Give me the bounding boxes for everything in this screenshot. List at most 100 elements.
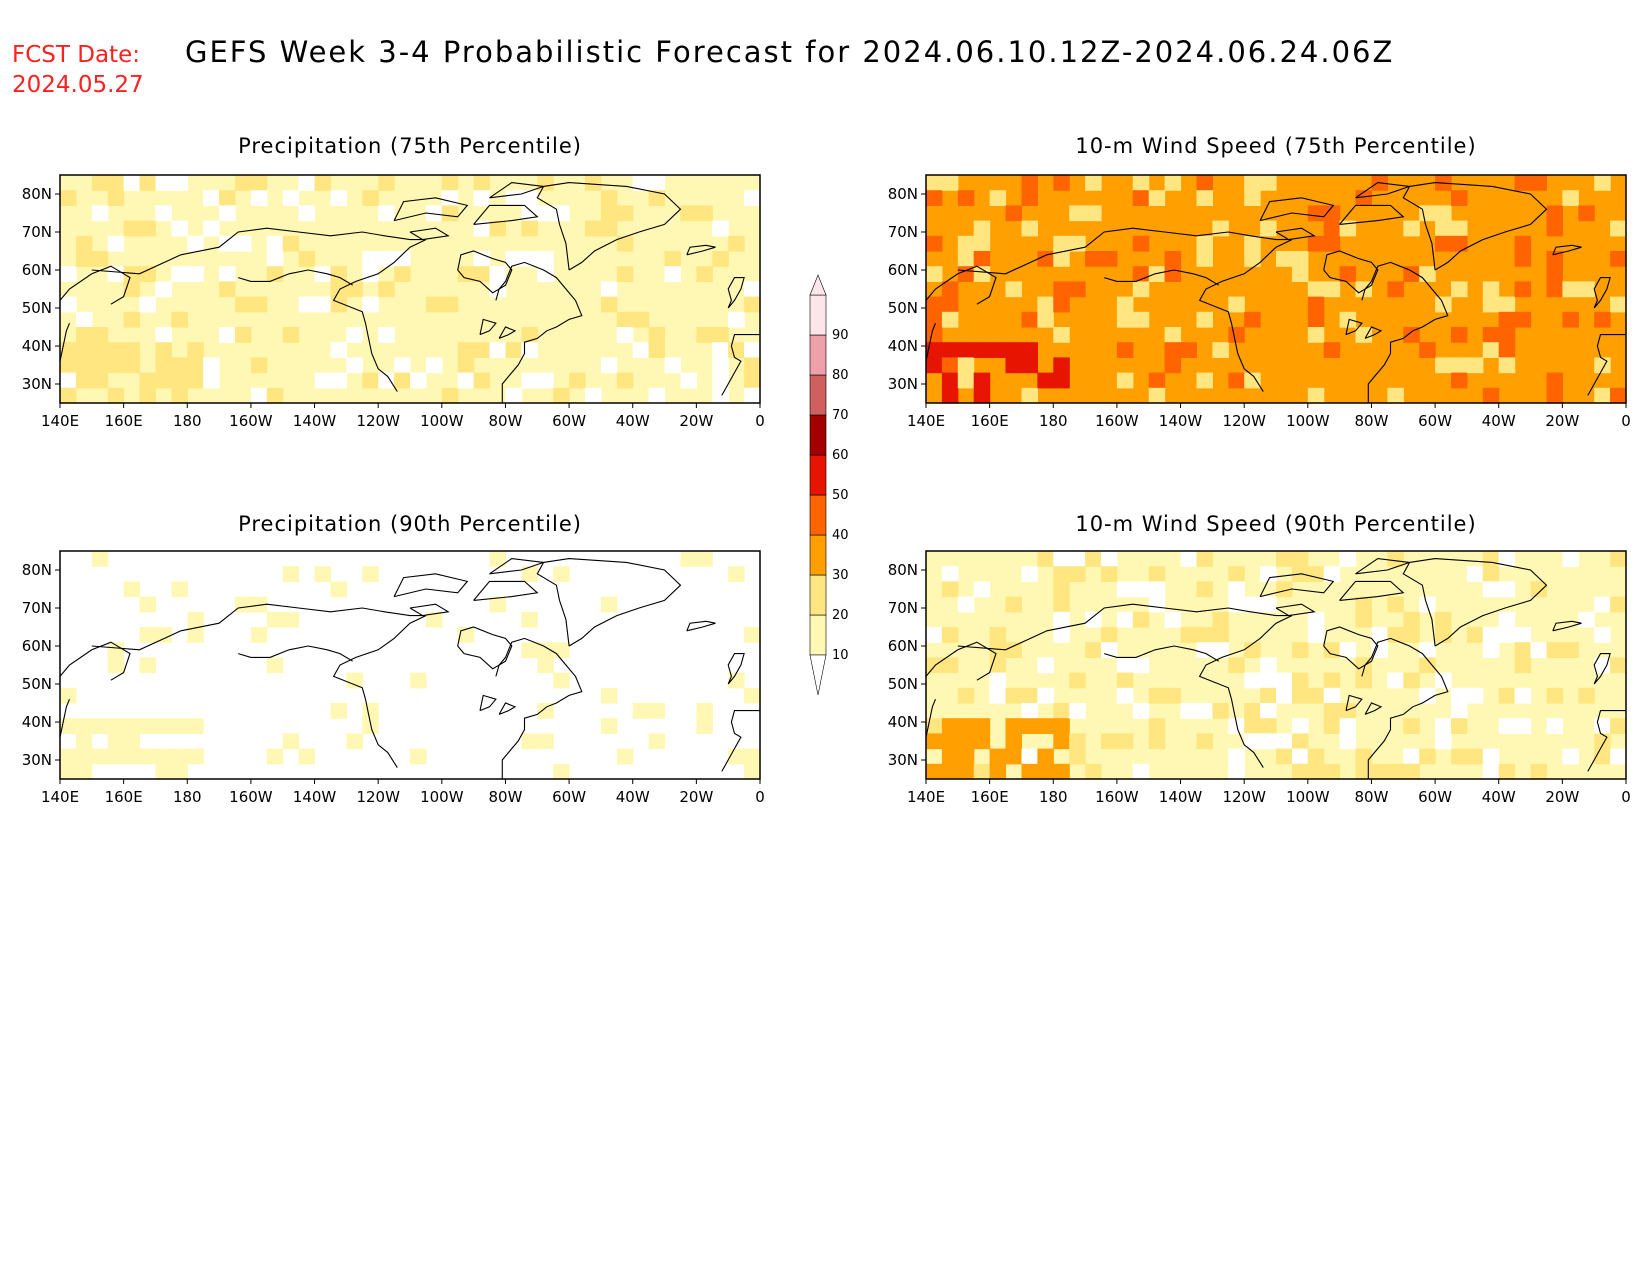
field-cell: [1291, 687, 1309, 704]
field-cell: [1594, 718, 1611, 734]
field-cell: [1116, 311, 1134, 328]
field-cell: [1355, 596, 1372, 613]
field-cell: [1435, 357, 1452, 374]
field-cell: [266, 235, 284, 252]
field-cell: [171, 763, 188, 780]
field-cell: [1482, 342, 1500, 358]
field-cell: [1578, 687, 1595, 704]
field-cell: [1610, 387, 1627, 404]
field-cell: [1116, 687, 1134, 704]
field-cell: [1164, 175, 1182, 191]
field-cell: [1307, 566, 1325, 582]
field-cell: [1053, 327, 1070, 343]
field-cell: [744, 748, 761, 765]
field-cell: [1228, 566, 1245, 582]
field-cell: [537, 703, 554, 719]
coastline-segment: [495, 637, 583, 779]
coastline-segment: [1323, 626, 1379, 670]
field-cell: [1085, 611, 1102, 628]
field-cell: [1021, 311, 1038, 328]
field-cell: [314, 566, 331, 582]
field-cell: [1323, 281, 1341, 298]
field-cell: [1482, 281, 1500, 298]
field-cell: [941, 357, 959, 374]
field-cell: [330, 281, 347, 298]
field-cell: [585, 175, 602, 191]
field-cell: [1053, 733, 1070, 750]
field-cell: [155, 175, 172, 191]
field-cell: [219, 190, 236, 206]
field-cell: [1037, 372, 1054, 389]
field-cell: [1132, 175, 1150, 191]
field-cell: [1387, 281, 1404, 298]
field-cell: [989, 763, 1007, 780]
field-cell: [941, 296, 959, 313]
colorbar-label: 20: [832, 608, 849, 623]
field-cell: [91, 342, 109, 358]
coastline-segment: [1402, 558, 1548, 647]
field-cell: [1196, 235, 1213, 252]
field-cell: [728, 566, 745, 582]
field-cell: [521, 342, 538, 358]
field-cell: [1435, 235, 1452, 252]
field-cell: [1355, 190, 1372, 206]
field-cell: [362, 566, 379, 582]
field-cell: [1053, 596, 1070, 613]
field-cell: [1069, 748, 1086, 765]
field-cell: [155, 763, 172, 780]
field-cell: [75, 748, 93, 765]
field-cell: [441, 387, 459, 404]
field-cell: [957, 357, 975, 374]
field-cell: [107, 266, 125, 282]
field-cell: [91, 718, 109, 734]
field-cell: [744, 357, 761, 374]
field-cell: [505, 387, 522, 404]
field-cell: [1610, 657, 1627, 674]
fcst-date-value: 2024.05.27: [12, 72, 144, 98]
wind90-coastlines: [925, 558, 1626, 779]
field-cell: [1021, 748, 1038, 765]
field-cell: [60, 763, 77, 780]
colorbar-label: 60: [832, 448, 849, 463]
field-cell: [219, 205, 236, 222]
field-cell: [187, 611, 204, 628]
field-cell: [1053, 627, 1070, 643]
field-cell: [489, 266, 506, 282]
lon-tick-label: 100W: [1286, 788, 1330, 806]
field-cell: [1339, 311, 1357, 328]
field-cell: [1244, 642, 1261, 658]
field-cell: [1466, 566, 1484, 582]
field-cell: [75, 718, 93, 734]
field-cell: [1244, 672, 1261, 689]
field-cell: [1244, 718, 1261, 734]
field-cell: [1116, 372, 1134, 389]
field-cell: [1260, 733, 1277, 750]
field-cell: [957, 342, 975, 358]
field-cell: [394, 266, 411, 282]
field-cell: [1451, 687, 1468, 704]
field-cell: [1260, 657, 1277, 674]
lon-tick-label: 140E: [907, 788, 945, 806]
field-cell: [91, 205, 109, 222]
field-cell: [298, 175, 316, 191]
lon-tick-label: 140W: [1159, 412, 1203, 430]
field-cell: [1260, 220, 1277, 237]
coastline-segment: [479, 694, 497, 712]
lon-tick-label: 180: [173, 788, 202, 806]
field-cell: [600, 190, 618, 206]
field-cell: [1260, 718, 1277, 734]
field-cell: [1148, 566, 1166, 582]
field-cell: [1021, 357, 1038, 374]
lat-tick-label: 30N: [888, 375, 918, 393]
field-cell: [1307, 281, 1325, 298]
field-cell: [473, 342, 491, 358]
field-cell: [1196, 627, 1213, 643]
field-cell: [298, 748, 316, 765]
field-cell: [1196, 551, 1213, 567]
coastline-segment: [59, 265, 131, 305]
field-cell: [1260, 596, 1277, 613]
field-cell: [1228, 372, 1245, 389]
field-cell: [926, 627, 943, 643]
field-cell: [989, 687, 1007, 704]
field-cell: [1148, 733, 1166, 750]
